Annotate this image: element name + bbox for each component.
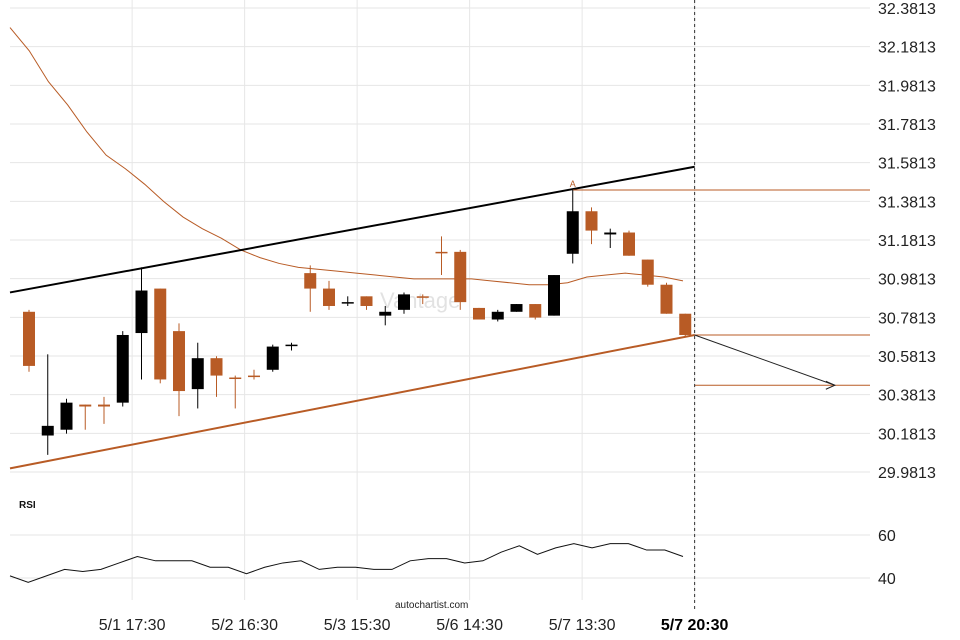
wedge-lower-line bbox=[9, 334, 695, 470]
price-axis: 32.3813 32.1813 31.9813 31.7813 31.5813 31.38… bbox=[878, 1, 936, 482]
candle-body bbox=[510, 304, 523, 312]
candle-body bbox=[641, 259, 654, 285]
candle-body bbox=[491, 311, 504, 320]
time-axis: 5/1 17:30 5/2 16:30 5/3 15:30 5/6 14:30 5/7 … bbox=[99, 617, 729, 634]
candle-body bbox=[454, 251, 467, 303]
watermark-text: Vantage bbox=[380, 288, 460, 313]
price-tick-label: 31.9813 bbox=[878, 78, 936, 95]
price-tick-label: 30.3813 bbox=[878, 388, 936, 405]
candle-body bbox=[60, 402, 73, 430]
price-tick-label: 32.3813 bbox=[878, 1, 936, 18]
moving-average-layer bbox=[9, 27, 684, 286]
gridlines bbox=[10, 0, 870, 600]
candle-body bbox=[98, 404, 110, 407]
candle-body bbox=[116, 334, 129, 403]
candle-body bbox=[679, 313, 692, 335]
candle-body bbox=[566, 211, 579, 254]
candle-body bbox=[360, 296, 373, 306]
wedge-upper-line bbox=[9, 165, 695, 294]
candle-body bbox=[379, 311, 392, 316]
forecast-layer bbox=[694, 334, 870, 390]
candle-body bbox=[266, 346, 279, 370]
rsi-tick-label: 40 bbox=[878, 571, 896, 588]
candle-body bbox=[23, 311, 35, 366]
time-tick-label: 5/1 17:30 bbox=[99, 617, 166, 634]
rsi-panel: RSI 60 40 bbox=[9, 500, 896, 588]
time-tick-label: 5/7 20:30 bbox=[661, 617, 729, 634]
time-tick-label: 5/6 14:30 bbox=[436, 617, 503, 634]
candle-body bbox=[41, 425, 54, 436]
price-tick-label: 31.3813 bbox=[878, 194, 936, 211]
candle-body bbox=[173, 331, 185, 392]
rsi-tick-label: 60 bbox=[878, 528, 896, 545]
candle-body bbox=[135, 290, 148, 334]
pattern-layer: A bbox=[9, 165, 870, 470]
price-tick-label: 31.5813 bbox=[878, 156, 936, 173]
candle-body bbox=[529, 304, 542, 318]
candle-body bbox=[304, 273, 317, 289]
price-tick-label: 29.9813 bbox=[878, 465, 936, 482]
candle-body bbox=[435, 251, 448, 254]
price-tick-label: 31.1813 bbox=[878, 233, 936, 250]
candle-body bbox=[191, 358, 204, 390]
candle-body bbox=[229, 377, 242, 380]
forecast-arrow-line bbox=[694, 334, 836, 386]
price-tick-label: 30.1813 bbox=[878, 426, 936, 443]
candle-body bbox=[604, 232, 617, 235]
rsi-line bbox=[9, 543, 684, 583]
candle-body bbox=[548, 275, 560, 316]
candle-body bbox=[154, 288, 167, 380]
price-tick-label: 30.7813 bbox=[878, 310, 936, 327]
candle-body bbox=[341, 302, 354, 304]
candle-body bbox=[660, 284, 673, 314]
candle-body bbox=[473, 307, 485, 320]
candle-body bbox=[585, 211, 598, 231]
candle-body bbox=[323, 288, 335, 306]
price-tick-label: 31.7813 bbox=[878, 117, 936, 134]
footer-source: autochartist.com bbox=[395, 600, 468, 611]
moving-average-line bbox=[9, 27, 684, 286]
forecast-arrow-head bbox=[825, 380, 837, 390]
candle-body bbox=[398, 294, 410, 310]
candle-body bbox=[285, 344, 298, 347]
price-tick-label: 30.9813 bbox=[878, 272, 936, 289]
price-tick-label: 30.5813 bbox=[878, 349, 936, 366]
candle-body bbox=[416, 296, 429, 298]
rsi-title: RSI bbox=[19, 500, 36, 511]
candle-body bbox=[79, 404, 92, 407]
candle-body bbox=[210, 358, 223, 376]
time-tick-label: 5/7 13:30 bbox=[549, 617, 616, 634]
time-tick-label: 5/2 16:30 bbox=[211, 617, 278, 634]
time-tick-label: 5/3 15:30 bbox=[324, 617, 391, 634]
candle-body bbox=[623, 232, 635, 256]
price-tick-label: 32.1813 bbox=[878, 40, 936, 57]
candle-body bbox=[248, 375, 260, 378]
candles-layer bbox=[23, 189, 692, 455]
pattern-point-label: A bbox=[570, 179, 576, 189]
